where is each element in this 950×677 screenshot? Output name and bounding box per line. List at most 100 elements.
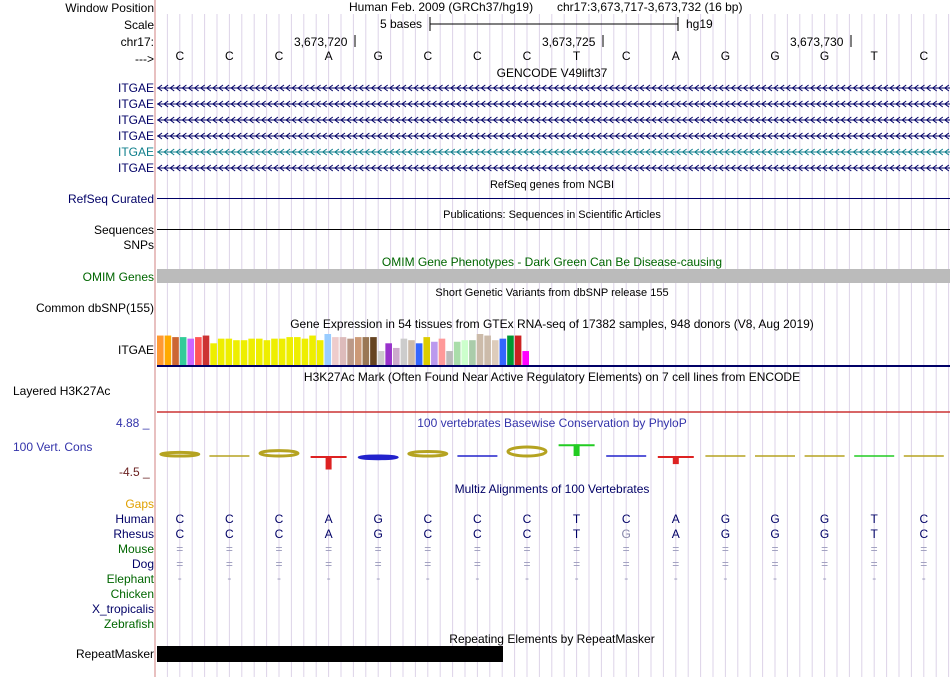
alignment-cell: = (920, 542, 928, 556)
species-label-human[interactable]: Human (115, 512, 154, 526)
dbsnp-track-title: Short Genetic Variants from dbSNP releas… (435, 287, 669, 299)
gtex-bar-chart (157, 334, 529, 365)
alignment-cell: = (821, 557, 829, 571)
alignment-cell: = (672, 542, 680, 556)
repeatmasker-track-title: Repeating Elements by RepeatMasker (449, 632, 655, 646)
alignment-cell: C (919, 527, 929, 541)
refseq-label[interactable]: RefSeq Curated (67, 192, 154, 206)
alignment-cell: A (324, 512, 333, 526)
alignment-cell: = (424, 542, 432, 556)
gtex-tissue-bar (248, 338, 255, 365)
coordinate-ticks (354, 35, 852, 47)
gtex-tissue-bar (476, 334, 484, 365)
base-9: T (572, 49, 581, 63)
gtex-tissue-bar (507, 335, 514, 365)
species-label-zebrafish[interactable]: Zebrafish (103, 617, 154, 631)
alignment-cell: = (721, 557, 729, 571)
gtex-tissue-bar (522, 351, 529, 365)
gtex-tissue-bar (431, 341, 438, 365)
gtex-tissue-bar (294, 337, 301, 365)
scale-text: 5 bases (380, 17, 423, 31)
alignment-cell: G (373, 527, 383, 541)
h3k27ac-label[interactable]: Layered H3K27Ac (13, 384, 111, 398)
gene-label-itgae-5[interactable]: ITGAE (117, 145, 154, 159)
alignment-cell: A (324, 527, 333, 541)
gene-label-itgae-4[interactable]: ITGAE (117, 129, 154, 143)
alignment-cell: - (177, 571, 182, 585)
gene-label-itgae-1[interactable]: ITGAE (117, 81, 154, 95)
gtex-tissue-bar (202, 335, 210, 365)
gtex-track-title: Gene Expression in 54 tissues from GTEx … (290, 317, 814, 331)
alignment-cell: - (723, 571, 728, 585)
gene-strand-chevrons (157, 164, 950, 172)
assembly-text: Human Feb. 2009 (GRCh37/hg19) (349, 0, 534, 14)
gtex-tissue-bar (514, 335, 522, 365)
alignment-cell: = (473, 557, 481, 571)
alignment-cell: = (920, 557, 928, 571)
snps-label[interactable]: SNPs (123, 238, 154, 252)
gtex-tissue-bar (157, 335, 164, 365)
gene-strand-chevrons (157, 100, 950, 108)
gene-label-itgae-3[interactable]: ITGAE (117, 113, 154, 127)
species-label-x-tropicalis[interactable]: X_tropicalis (91, 602, 154, 616)
gtex-tissue-bar (255, 338, 263, 365)
phylop-label[interactable]: 100 Vert. Cons (13, 440, 93, 454)
alignment-cell: C (522, 527, 532, 541)
coord-tick-1: 3,673,720 (294, 35, 348, 49)
phylop-track-title: 100 vertebrates Basewise Conservation by… (417, 416, 687, 430)
alignment-cell: A (671, 512, 680, 526)
alignment-cell: = (870, 542, 878, 556)
species-label-rhesus[interactable]: Rhesus (113, 527, 154, 541)
gtex-tissue-bar (438, 338, 446, 365)
species-label-chicken[interactable]: Chicken (110, 587, 154, 601)
publications-label[interactable]: Sequences (93, 223, 154, 237)
window-position-label: Window Position (65, 1, 154, 15)
base-1: C (175, 49, 185, 63)
gtex-tissue-bar (271, 338, 278, 365)
alignment-cell: = (771, 557, 779, 571)
gene-strand-chevrons (157, 132, 950, 140)
gene-label-itgae-6[interactable]: ITGAE (117, 161, 154, 175)
dbsnp-label[interactable]: Common dbSNP(155) (35, 301, 154, 315)
alignment-cell: = (374, 557, 382, 571)
gtex-tissue-bar (461, 340, 469, 365)
alignment-cell: - (227, 571, 232, 585)
phylop-logo (159, 444, 944, 470)
alignment-cell: C (522, 512, 532, 526)
base-3: C (274, 49, 284, 63)
repeatmasker-label[interactable]: RepeatMasker (75, 647, 154, 661)
gtex-tissue-bar (301, 338, 309, 365)
gtex-tissue-bar (453, 341, 461, 365)
gene-label-itgae-2[interactable]: ITGAE (117, 97, 154, 111)
multiz-track-title: Multiz Alignments of 100 Vertebrates (454, 482, 650, 496)
omim-label[interactable]: OMIM Genes (82, 270, 154, 284)
gtex-label[interactable]: ITGAE (117, 343, 154, 357)
phylop-score-glyph (325, 456, 332, 470)
gtex-tissue-bar (217, 338, 225, 365)
gtex-tissue-bar (385, 343, 392, 365)
alignment-cell: = (771, 542, 779, 556)
base-16: C (919, 49, 929, 63)
species-label-dog[interactable]: Dog (131, 557, 154, 571)
gtex-tissue-bar (339, 337, 347, 365)
chrom-label: chr17: (120, 35, 154, 49)
alignment-cell: - (475, 571, 480, 585)
alignment-cell: = (573, 542, 581, 556)
base-11: A (671, 49, 680, 63)
gtex-tissue-bar (179, 337, 187, 365)
alignment-cell: C (274, 527, 284, 541)
species-label-mouse[interactable]: Mouse (117, 542, 154, 556)
gtex-tissue-bar (187, 338, 195, 365)
alignment-cell: - (326, 571, 331, 585)
gtex-tissue-bar (316, 340, 324, 365)
alignment-cell: C (621, 512, 631, 526)
alignment-cell: = (225, 557, 233, 571)
phylop-bottom-tick: -4.5 _ (119, 465, 150, 479)
phylop-score-glyph (506, 445, 548, 458)
phylop-score-glyph (573, 444, 580, 456)
alignment-cell: = (622, 542, 630, 556)
species-label-elephant[interactable]: Elephant (106, 572, 154, 586)
repeatmasker-element (157, 646, 503, 662)
alignment-cell: = (424, 557, 432, 571)
